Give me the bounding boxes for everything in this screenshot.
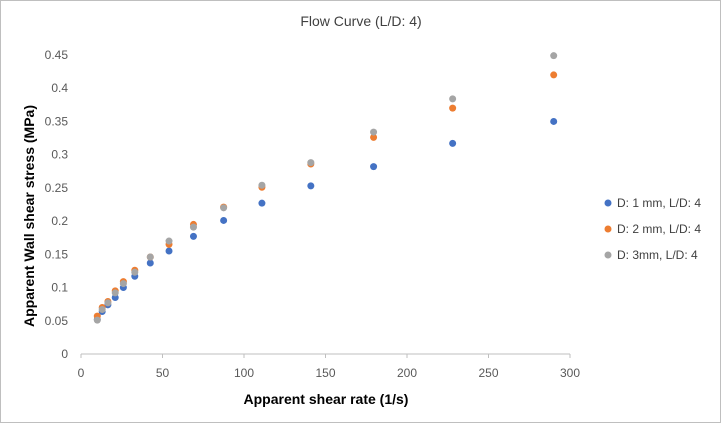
x-tick-label: 200 (397, 366, 417, 380)
data-point (220, 216, 228, 224)
data-point (220, 204, 228, 212)
data-point (258, 199, 266, 207)
data-point (370, 133, 378, 141)
y-tick-label: 0.2 (51, 214, 68, 228)
y-axis-ticks: 0 0.05 0.1 0.15 0.2 0.25 0.3 0.35 0.4 0.45 (45, 48, 69, 361)
y-tick-label: 0.4 (51, 81, 68, 95)
data-point (98, 305, 106, 313)
y-tick-label: 0.15 (45, 247, 69, 261)
y-tick-label: 0 (61, 347, 68, 361)
data-point (307, 182, 315, 190)
data-point (131, 268, 139, 276)
data-point (189, 232, 197, 240)
y-tick-label: 0.25 (45, 181, 69, 195)
legend-marker (604, 199, 612, 207)
y-tick-label: 0.1 (51, 281, 68, 295)
data-point (104, 299, 112, 307)
legend-marker (604, 225, 612, 233)
y-tick-label: 0.3 (51, 148, 68, 162)
y-axis-title: Apparent Wall shear stress (MPa) (21, 105, 37, 327)
data-point (370, 163, 378, 171)
legend-marker (604, 251, 612, 259)
legend: D: 1 mm, L/D: 4 D: 2 mm, L/D: 4 D: 3mm, L/… (604, 196, 701, 262)
data-point (449, 95, 457, 103)
data-point (258, 181, 266, 189)
data-point (370, 128, 378, 136)
x-tick-label: 100 (234, 366, 254, 380)
chart-title: Flow Curve (L/D: 4) (300, 13, 421, 29)
data-point (119, 280, 127, 288)
data-point (146, 253, 154, 261)
data-point (550, 71, 558, 79)
series-2-points (93, 71, 558, 320)
data-point (93, 316, 101, 324)
data-point (146, 259, 154, 267)
x-tick-label: 50 (156, 366, 170, 380)
legend-label: D: 2 mm, L/D: 4 (617, 222, 701, 236)
x-axis-ticks: 0 50 100 150 200 250 300 (78, 354, 580, 380)
data-points (93, 52, 558, 324)
data-point (111, 289, 119, 297)
legend-label: D: 1 mm, L/D: 4 (617, 196, 701, 210)
data-point (449, 104, 457, 112)
y-tick-label: 0.45 (45, 48, 69, 62)
x-tick-label: 0 (78, 366, 85, 380)
x-tick-label: 150 (315, 366, 335, 380)
data-point (165, 247, 173, 255)
x-axis-title: Apparent shear rate (1/s) (244, 391, 409, 407)
series-1-points (93, 117, 558, 323)
data-point (550, 117, 558, 125)
data-point (189, 223, 197, 231)
series-3-points (93, 52, 558, 324)
y-tick-label: 0.35 (45, 114, 69, 128)
data-point (165, 237, 173, 245)
data-point (550, 52, 558, 60)
data-point (307, 159, 315, 167)
legend-label: D: 3mm, L/D: 4 (617, 248, 698, 262)
y-tick-label: 0.05 (45, 314, 69, 328)
data-point (449, 139, 457, 147)
x-tick-label: 250 (478, 366, 498, 380)
x-tick-label: 300 (560, 366, 580, 380)
